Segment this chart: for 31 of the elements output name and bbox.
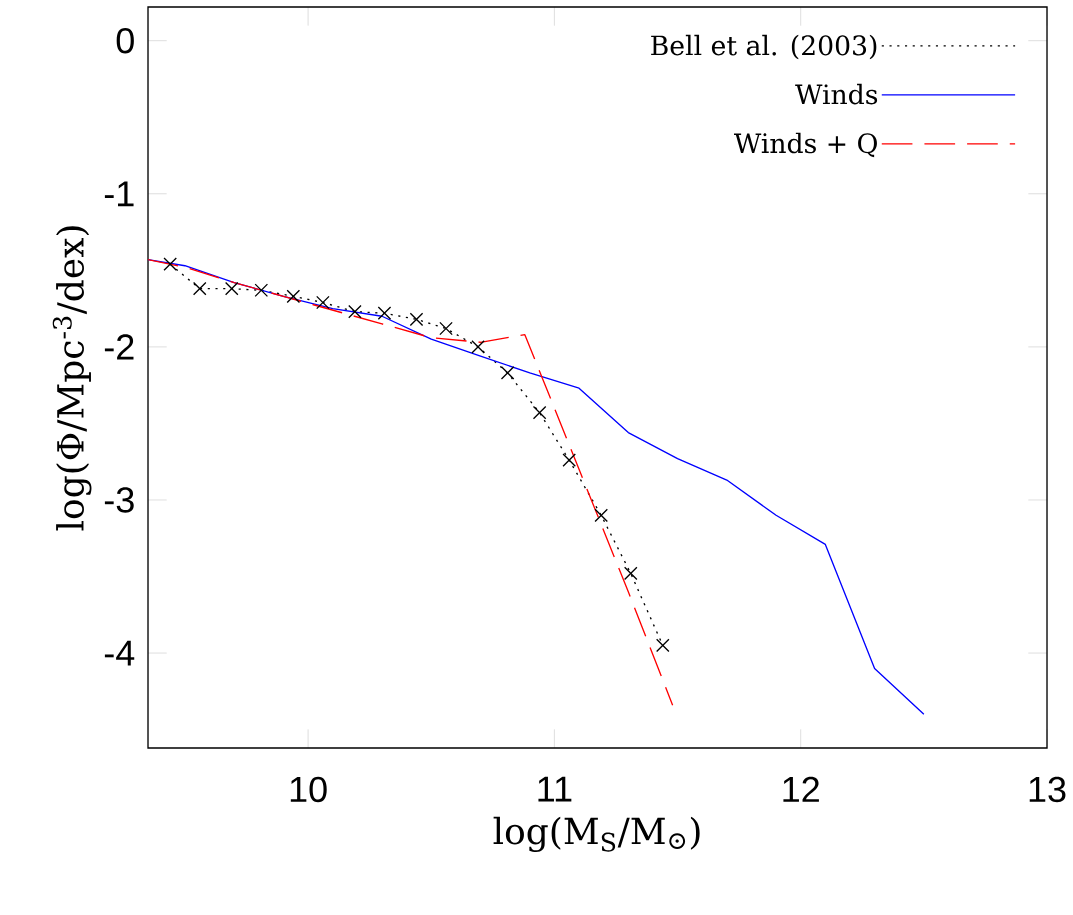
point	[224, 281, 239, 296]
point	[500, 366, 515, 380]
y-axis-title: log(Φ/Mpc$^{-3}$/dex)	[52, 226, 92, 531]
x-tick-label: 13	[1029, 776, 1066, 803]
point	[377, 306, 392, 320]
x-axis-title: log(M$_{S}$/M$_{⊙}$)	[493, 816, 700, 853]
point	[594, 508, 608, 523]
y-tick-label: 0	[116, 27, 134, 54]
point	[562, 453, 576, 467]
legend-label: Winds	[795, 83, 878, 105]
point	[439, 321, 453, 336]
y-tick-label: -3	[104, 487, 134, 513]
point	[316, 295, 330, 310]
point	[623, 566, 638, 581]
point	[532, 405, 547, 420]
y-tick-label: -1	[104, 181, 134, 207]
point	[254, 283, 269, 298]
x-tick-label: 12	[783, 776, 819, 802]
point	[192, 281, 207, 296]
legend-label: Winds + Q	[734, 132, 877, 158]
point	[409, 312, 424, 327]
y-tick-label: -4	[104, 640, 135, 666]
point	[655, 638, 670, 653]
point	[286, 289, 301, 304]
legend-label: Bell et al. (2003)	[651, 34, 877, 60]
x-tick-label: 10	[290, 776, 327, 803]
point	[471, 340, 485, 354]
point	[163, 257, 177, 272]
y-tick-label: -2	[104, 334, 134, 360]
x-tick-label: 11	[538, 776, 572, 802]
point	[348, 304, 362, 319]
